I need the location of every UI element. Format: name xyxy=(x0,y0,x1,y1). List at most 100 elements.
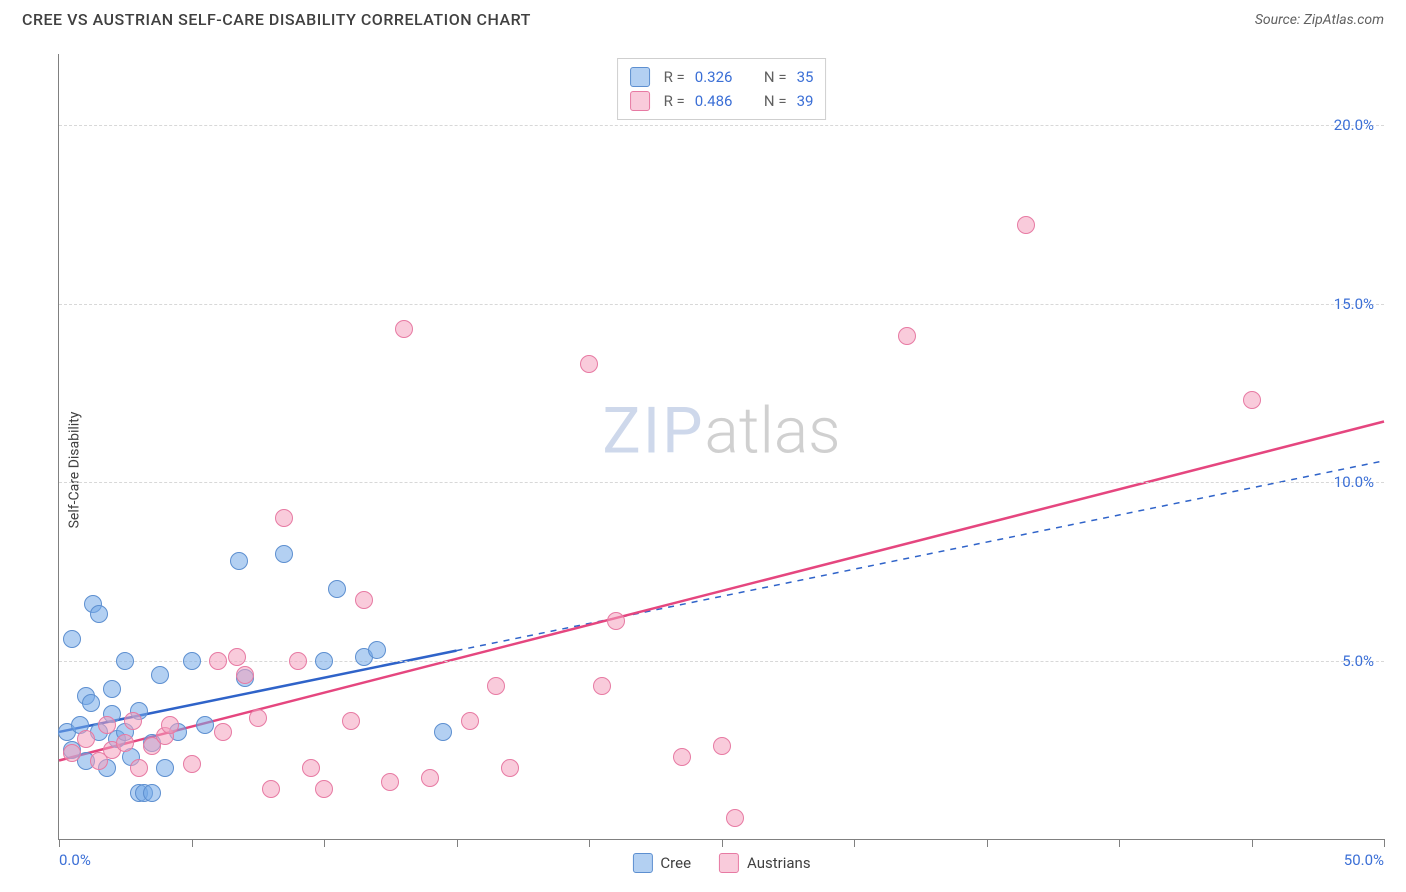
data-point xyxy=(1017,216,1035,234)
data-point xyxy=(98,716,116,734)
y-tick-label: 20.0% xyxy=(1334,116,1374,134)
data-point xyxy=(151,666,169,684)
x-tick xyxy=(854,839,855,847)
x-tick-label: 50.0% xyxy=(1344,851,1384,869)
legend-swatch xyxy=(630,91,650,111)
data-point xyxy=(487,677,505,695)
y-tick-label: 10.0% xyxy=(1334,473,1374,491)
data-point xyxy=(156,759,174,777)
data-point xyxy=(124,712,142,730)
n-label: N = xyxy=(764,89,787,113)
chart-area: Self-Care Disability ZIPatlas R = 0.326 … xyxy=(22,48,1384,892)
data-point xyxy=(116,734,134,752)
data-point xyxy=(501,759,519,777)
data-point xyxy=(77,730,95,748)
data-point xyxy=(262,780,280,798)
x-tick xyxy=(589,839,590,847)
data-point xyxy=(381,773,399,791)
x-tick xyxy=(722,839,723,847)
data-point xyxy=(275,509,293,527)
data-point xyxy=(673,748,691,766)
data-point xyxy=(236,666,254,684)
data-point xyxy=(713,737,731,755)
x-tick xyxy=(1119,839,1120,847)
data-point xyxy=(275,545,293,563)
r-value: 0.486 xyxy=(695,89,733,113)
data-point xyxy=(315,780,333,798)
data-point xyxy=(183,755,201,773)
data-point xyxy=(82,694,100,712)
data-point xyxy=(395,320,413,338)
legend-label: Cree xyxy=(660,854,691,872)
r-label: R = xyxy=(664,65,685,89)
x-tick xyxy=(1384,839,1385,847)
legend-item: Cree xyxy=(632,853,691,873)
data-point xyxy=(302,759,320,777)
data-point xyxy=(898,327,916,345)
data-point xyxy=(214,723,232,741)
data-point xyxy=(63,630,81,648)
x-tick xyxy=(192,839,193,847)
x-tick xyxy=(987,839,988,847)
data-point xyxy=(421,769,439,787)
legend-label: Austrians xyxy=(747,854,811,872)
data-point xyxy=(434,723,452,741)
legend-stat-row: R = 0.326 N = 35 xyxy=(630,65,814,89)
gridline xyxy=(59,482,1384,483)
data-point xyxy=(116,652,134,670)
chart-source: Source: ZipAtlas.com xyxy=(1255,12,1384,28)
data-point xyxy=(726,809,744,827)
legend-stat-row: R = 0.486 N = 39 xyxy=(630,89,814,113)
data-point xyxy=(342,712,360,730)
data-point xyxy=(63,744,81,762)
x-tick-label: 0.0% xyxy=(59,851,91,869)
data-point xyxy=(328,580,346,598)
legend-series: Cree Austrians xyxy=(632,853,810,873)
r-label: R = xyxy=(664,89,685,113)
regression-line-extrapolated xyxy=(457,461,1385,651)
gridline xyxy=(59,661,1384,662)
data-point xyxy=(161,716,179,734)
legend-stats: R = 0.326 N = 35R = 0.486 N = 39 xyxy=(617,58,827,120)
gridline xyxy=(59,125,1384,126)
legend-swatch xyxy=(719,853,739,873)
chart-title: CREE VS AUSTRIAN SELF-CARE DISABILITY CO… xyxy=(22,10,531,29)
n-value: 39 xyxy=(797,89,814,113)
legend-item: Austrians xyxy=(719,853,811,873)
watermark-zip: ZIP xyxy=(602,393,704,468)
data-point xyxy=(315,652,333,670)
legend-swatch xyxy=(630,67,650,87)
data-point xyxy=(368,641,386,659)
data-point xyxy=(1243,391,1261,409)
data-point xyxy=(607,612,625,630)
r-value: 0.326 xyxy=(695,65,733,89)
x-tick xyxy=(324,839,325,847)
data-point xyxy=(143,784,161,802)
data-point xyxy=(209,652,227,670)
n-value: 35 xyxy=(797,65,814,89)
data-point xyxy=(183,652,201,670)
watermark-atlas: atlas xyxy=(705,393,841,468)
data-point xyxy=(461,712,479,730)
data-point xyxy=(249,709,267,727)
watermark: ZIPatlas xyxy=(602,393,840,468)
data-point xyxy=(228,648,246,666)
data-point xyxy=(355,591,373,609)
y-tick-label: 5.0% xyxy=(1342,652,1374,670)
data-point xyxy=(593,677,611,695)
n-label: N = xyxy=(764,65,787,89)
legend-swatch xyxy=(632,853,652,873)
x-tick xyxy=(59,839,60,847)
data-point xyxy=(230,552,248,570)
plot-region: ZIPatlas R = 0.326 N = 35R = 0.486 N = 3… xyxy=(58,54,1384,840)
data-point xyxy=(130,759,148,777)
x-tick xyxy=(457,839,458,847)
gridline xyxy=(59,304,1384,305)
data-point xyxy=(90,605,108,623)
x-tick xyxy=(1252,839,1253,847)
data-point xyxy=(196,716,214,734)
data-point xyxy=(580,355,598,373)
data-point xyxy=(289,652,307,670)
data-point xyxy=(103,680,121,698)
y-tick-label: 15.0% xyxy=(1334,295,1374,313)
